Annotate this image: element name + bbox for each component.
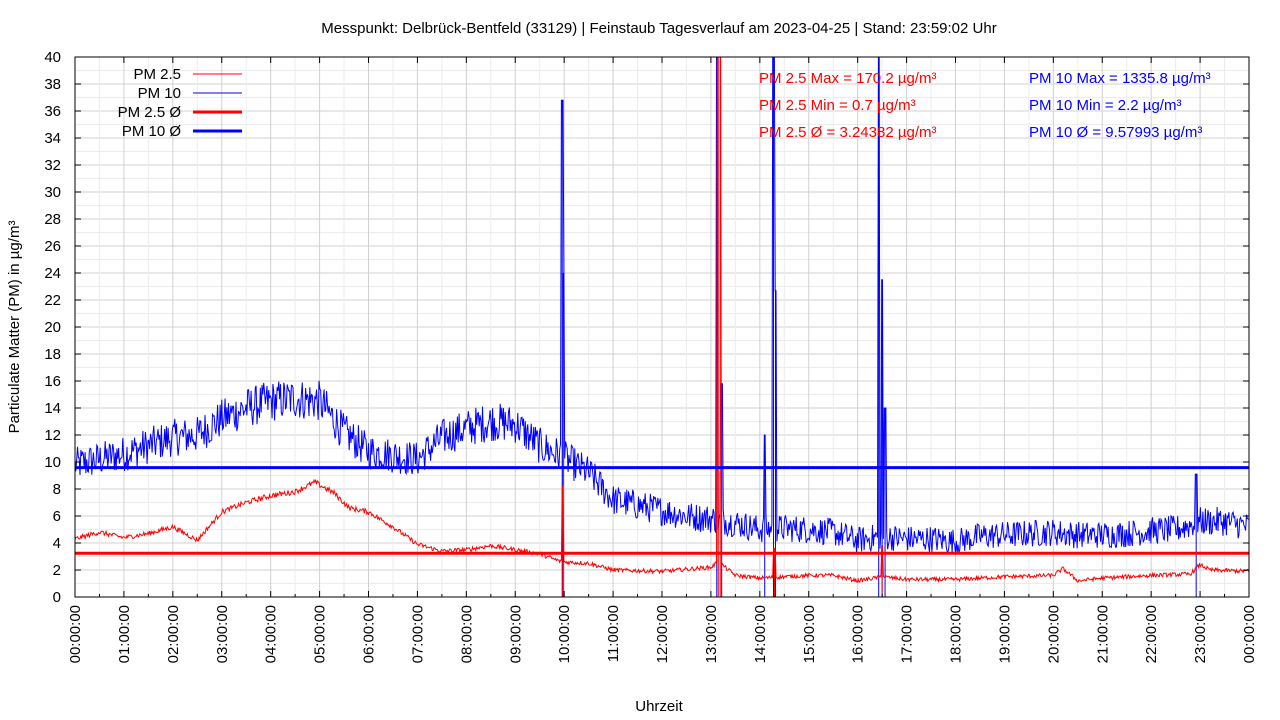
x-tick-label: 06:00:00 <box>361 605 378 663</box>
y-tick-label: 14 <box>44 400 61 417</box>
x-tick-label: 00:00:00 <box>67 605 84 663</box>
series-line-pm-10 <box>74 56 1249 556</box>
y-tick-label: 8 <box>53 481 61 498</box>
x-tick-label: 13:00:00 <box>703 605 720 663</box>
annotation-pm10-avg: PM 10 Ø = 9.57993 µg/m³ <box>1029 124 1202 141</box>
x-tick-label: 23:00:00 <box>1192 605 1209 663</box>
x-tick-label: 12:00:00 <box>654 605 671 663</box>
y-tick-label: 28 <box>44 211 61 228</box>
x-tick-label: 17:00:00 <box>899 605 916 663</box>
x-tick-label: 07:00:00 <box>409 605 426 663</box>
y-tick-label: 24 <box>44 265 61 282</box>
y-tick-label: 16 <box>44 373 61 390</box>
y-tick-label: 26 <box>44 238 61 255</box>
y-tick-label: 2 <box>53 562 61 579</box>
y-tick-label: 34 <box>44 130 61 147</box>
x-axis-label: Uhrzeit <box>635 698 683 715</box>
legend-label-pm10-avg: PM 10 Ø <box>122 123 182 140</box>
y-tick-label: 18 <box>44 346 61 363</box>
x-tick-label: 04:00:00 <box>263 605 280 663</box>
legend-label-pm25: PM 2.5 <box>133 66 181 83</box>
x-tick-label: 11:00:00 <box>605 605 622 662</box>
x-tick-label: 10:00:00 <box>556 605 573 663</box>
x-tick-label: 16:00:00 <box>850 605 867 663</box>
annotation-pm10-max: PM 10 Max = 1335.8 µg/m³ <box>1029 70 1211 87</box>
x-tick-label: 05:00:00 <box>312 605 329 663</box>
y-tick-label: 38 <box>44 76 61 93</box>
y-tick-label: 40 <box>44 49 61 66</box>
x-tick-label: 19:00:00 <box>996 605 1013 663</box>
x-tick-label: 22:00:00 <box>1143 605 1160 663</box>
grid <box>74 56 1250 598</box>
annotation-pm10-min: PM 10 Min = 2.2 µg/m³ <box>1029 97 1181 114</box>
annotation-pm25-avg: PM 2.5 Ø = 3.24382 µg/m³ <box>759 124 936 141</box>
x-tick-label: 08:00:00 <box>458 605 475 663</box>
y-tick-label: 30 <box>44 184 61 201</box>
legend: PM 2.5 PM 10 PM 2.5 Ø PM 10 Ø <box>118 66 242 140</box>
legend-label-pm10: PM 10 <box>138 85 181 102</box>
x-tick-label: 02:00:00 <box>165 605 182 663</box>
y-tick-label: 12 <box>44 427 61 444</box>
axes: 024681012141618202224262830323436384000:… <box>44 49 1258 663</box>
x-tick-label: 14:00:00 <box>752 605 769 663</box>
x-tick-label: 18:00:00 <box>948 605 965 663</box>
x-tick-label: 03:00:00 <box>214 605 231 663</box>
plot-area <box>74 56 1250 597</box>
x-tick-label: 09:00:00 <box>507 605 524 663</box>
y-tick-label: 0 <box>53 589 61 606</box>
x-tick-label: 20:00:00 <box>1045 605 1062 663</box>
y-tick-label: 10 <box>44 454 61 471</box>
y-tick-label: 22 <box>44 292 61 309</box>
annotation-pm25-min: PM 2.5 Min = 0.7 µg/m³ <box>759 97 916 114</box>
y-tick-label: 32 <box>44 157 61 174</box>
series-line-pm-2-5 <box>74 56 1250 584</box>
y-tick-label: 36 <box>44 103 61 120</box>
x-tick-label: 01:00:00 <box>116 605 133 663</box>
y-tick-label: 20 <box>44 319 61 336</box>
chart-title: Messpunkt: Delbrück-Bentfeld (33129) | F… <box>321 20 996 37</box>
x-tick-label: 00:00:00 <box>1241 605 1258 663</box>
y-tick-label: 6 <box>53 508 61 525</box>
y-axis-label: Particulate Matter (PM) in µg/m³ <box>6 221 23 434</box>
legend-label-pm25-avg: PM 2.5 Ø <box>118 104 182 121</box>
stats-annotations: PM 2.5 Max = 170.2 µg/m³ PM 2.5 Min = 0.… <box>759 70 1211 141</box>
x-tick-label: 21:00:00 <box>1094 605 1111 663</box>
x-tick-label: 15:00:00 <box>801 605 818 663</box>
annotation-pm25-max: PM 2.5 Max = 170.2 µg/m³ <box>759 70 936 87</box>
y-tick-label: 4 <box>53 535 61 552</box>
